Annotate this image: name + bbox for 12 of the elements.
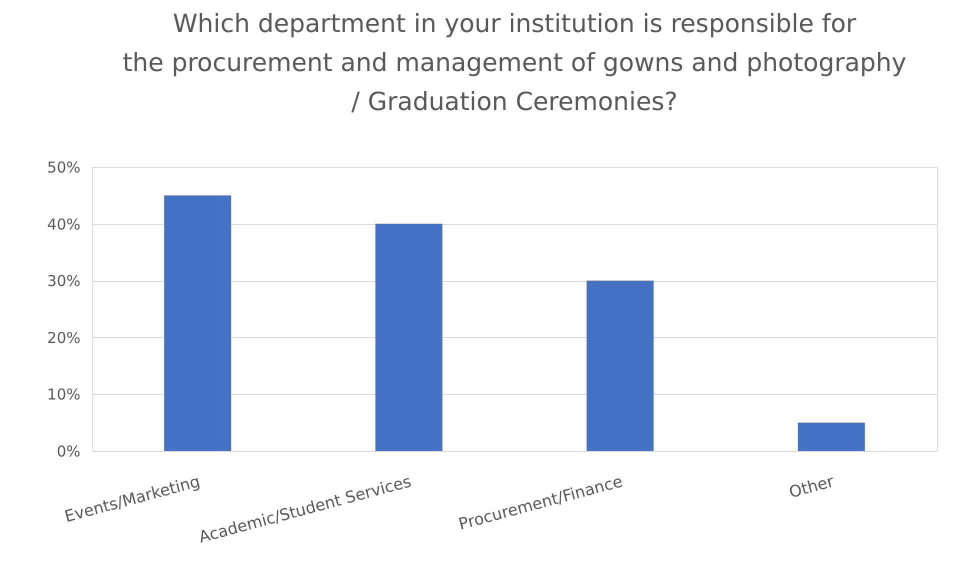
bar [375, 224, 442, 451]
bar [164, 195, 232, 451]
x-tick-label: Other [786, 471, 836, 502]
y-tick-label: 50% [47, 158, 80, 176]
bar [798, 422, 865, 451]
y-tick-label: 10% [47, 386, 80, 404]
y-tick-label: 30% [47, 272, 80, 290]
bar [586, 280, 654, 451]
y-tick-label: 0% [56, 442, 80, 460]
y-tick-label: 20% [47, 328, 80, 347]
chart-title: Which department in your institution is responsible for the procurement and management of gowns and photography / Graduation Ceremonies? [122, 9, 907, 116]
y-tick-label: 40% [47, 215, 80, 234]
